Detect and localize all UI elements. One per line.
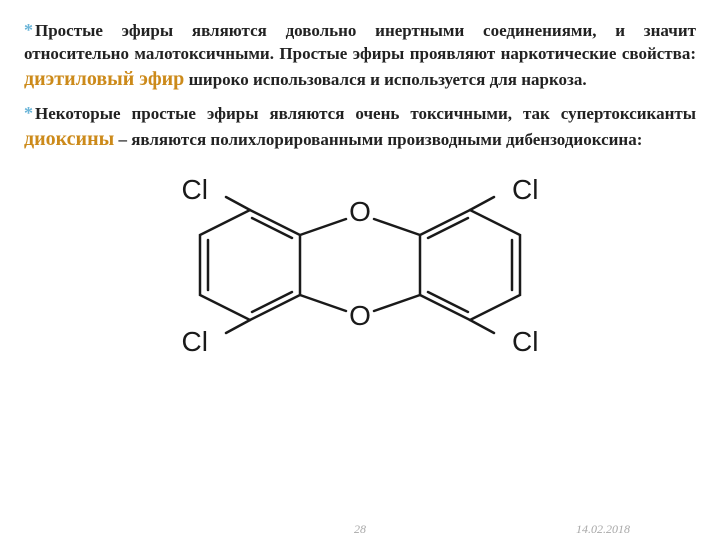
page-number: 28: [354, 522, 366, 537]
para2-text-1: Некоторые простые эфиры являются очень т…: [35, 104, 696, 123]
footer-date: 14.02.2018: [576, 522, 630, 537]
para2-text-2: – являются полихлорированными производны…: [114, 130, 642, 149]
bullet-2: *: [24, 103, 33, 123]
atom-o-bottom: O: [349, 300, 371, 331]
atom-cl-2: Cl: [182, 326, 208, 357]
atom-cl-1: Cl: [182, 175, 208, 205]
molecule-diagram: O O Cl Cl Cl Cl: [24, 175, 696, 375]
para2-highlight: диоксины: [24, 128, 114, 150]
atom-cl-3: Cl: [512, 175, 538, 205]
para1-text-1: Простые эфиры являются довольно инертным…: [24, 21, 696, 63]
para1-highlight: диэтиловый эфир: [24, 68, 184, 90]
bullet-1: *: [24, 20, 33, 40]
paragraph-2: *Некоторые простые эфиры являются очень …: [24, 101, 696, 153]
paragraph-1: *Простые эфиры являются довольно инертны…: [24, 18, 696, 93]
atom-o-top: O: [349, 196, 371, 227]
atom-cl-4: Cl: [512, 326, 538, 357]
para1-text-2: широко использовался и используется для …: [184, 70, 586, 89]
